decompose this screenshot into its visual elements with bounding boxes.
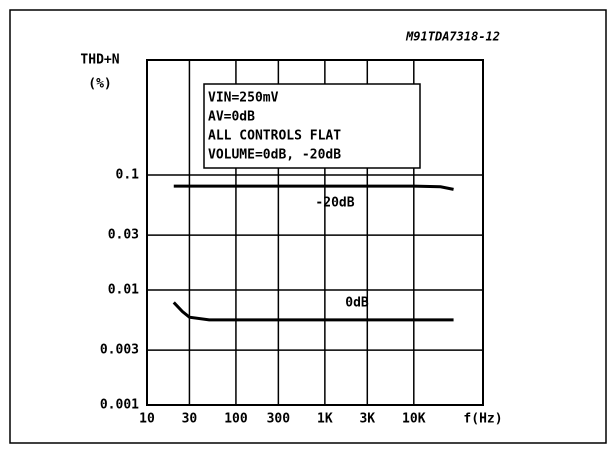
y-tick-label: 0.01 xyxy=(108,283,139,298)
frame xyxy=(9,9,607,444)
annotation-line: VIN=250mV xyxy=(208,91,279,106)
data-line xyxy=(173,184,454,191)
x-tick-label: 10K xyxy=(402,412,426,427)
x-axis-label: f(Hz) xyxy=(463,412,502,427)
x-tick-label: 300 xyxy=(267,412,291,427)
x-tick-label: 3K xyxy=(359,412,375,427)
y-tick-label: 0.1 xyxy=(116,168,140,183)
x-tick-label: 10 xyxy=(139,412,155,427)
y-tick-label: 0.003 xyxy=(100,343,139,358)
series-label: -20dB xyxy=(315,196,354,211)
figure-code: M91TDA7318-12 xyxy=(405,30,500,44)
y-tick-label: 0.001 xyxy=(100,398,139,413)
annotation-line: ALL CONTROLS FLAT xyxy=(208,129,341,144)
x-tick-label: 30 xyxy=(182,412,198,427)
x-tick-label: 100 xyxy=(224,412,248,427)
series-label: 0dB xyxy=(345,295,369,310)
y-axis-label: (%) xyxy=(88,77,111,92)
annotation-line: VOLUME=0dB, -20dB xyxy=(208,148,341,163)
annotation-line: AV=0dB xyxy=(208,110,255,125)
annotation-box xyxy=(203,83,421,169)
data-line xyxy=(172,301,454,322)
y-tick-label: 0.03 xyxy=(108,228,139,243)
y-axis-label: THD+N xyxy=(80,53,119,68)
x-tick-label: 1K xyxy=(317,412,333,427)
